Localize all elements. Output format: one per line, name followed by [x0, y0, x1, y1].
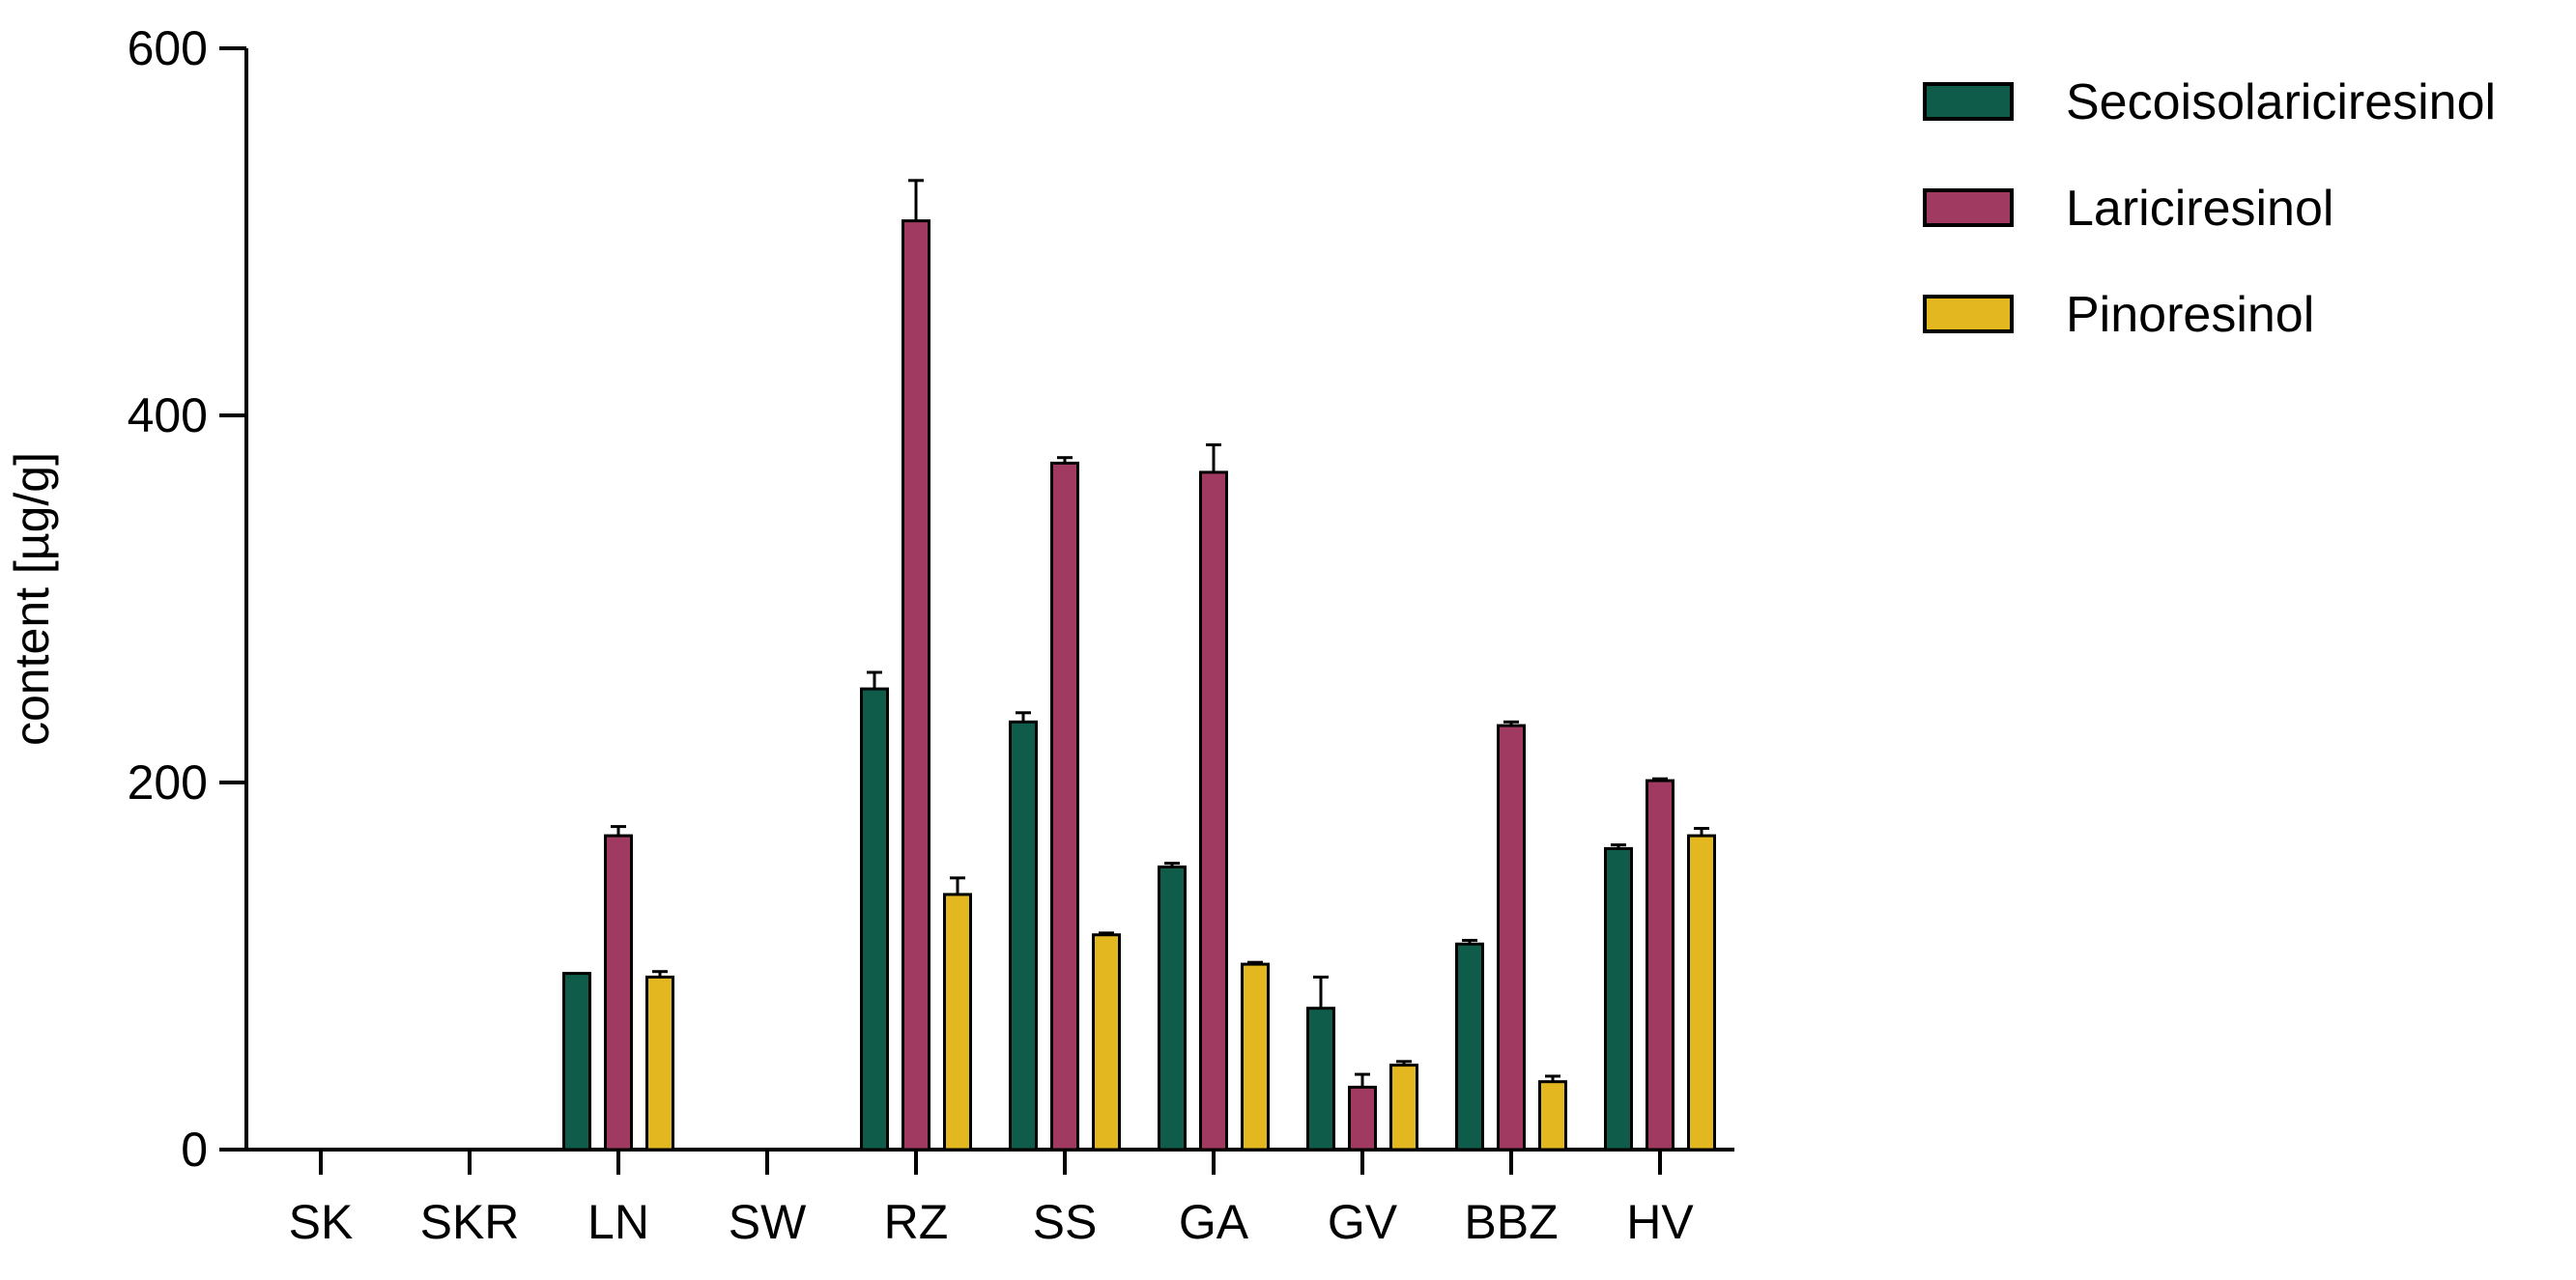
bar — [645, 975, 674, 1152]
legend-swatch — [1923, 295, 2014, 333]
legend-swatch — [1923, 188, 2014, 227]
x-tick-label: SW — [729, 1195, 807, 1249]
legend-swatch — [1923, 82, 2014, 121]
legend-label: Pinoresinol — [2066, 287, 2314, 343]
x-tick-label: SK — [289, 1195, 354, 1249]
y-tick-label: 0 — [181, 1123, 208, 1177]
bar — [1497, 724, 1526, 1152]
x-tick-label: SS — [1033, 1195, 1098, 1249]
y-tick-label: 200 — [128, 755, 208, 810]
legend: Secoisolariciresinol Lariciresinol Pinores… — [1923, 74, 2496, 343]
bar — [1199, 470, 1228, 1152]
y-axis-label: content [µg/g] — [5, 452, 59, 746]
bar — [902, 219, 930, 1152]
y-tick-label: 600 — [128, 21, 208, 75]
legend-label: Lariciresinol — [2066, 181, 2333, 237]
bar — [1604, 846, 1633, 1152]
bar — [943, 893, 972, 1152]
bar — [1455, 942, 1484, 1152]
x-tick-label: GV — [1328, 1195, 1398, 1249]
x-tick-label: SKR — [420, 1195, 520, 1249]
bar — [1389, 1064, 1418, 1152]
bar — [1646, 779, 1674, 1152]
x-tick-label: GA — [1179, 1195, 1249, 1249]
bar — [1241, 962, 1270, 1152]
y-tick-label: 400 — [128, 388, 208, 442]
bar — [1687, 834, 1716, 1152]
legend-label: Secoisolariciresinol — [2066, 74, 2496, 130]
x-tick-label: HV — [1626, 1195, 1694, 1249]
x-tick-label: LN — [587, 1195, 649, 1249]
bar — [1158, 865, 1187, 1152]
bar — [1348, 1085, 1377, 1152]
bar — [604, 834, 633, 1152]
bar — [1009, 720, 1038, 1152]
bar — [562, 972, 591, 1152]
bar — [1050, 461, 1079, 1152]
bar — [1092, 933, 1121, 1152]
plot-area: 0 200 400 600 SK SKR LN SW RZ SS GA GV BBZ HV — [128, 21, 1734, 1249]
bar — [1538, 1080, 1567, 1152]
x-tick-label: BBZ — [1464, 1195, 1558, 1249]
x-tick-label: RZ — [884, 1195, 949, 1249]
bar — [860, 687, 889, 1152]
bar — [1306, 1007, 1335, 1152]
